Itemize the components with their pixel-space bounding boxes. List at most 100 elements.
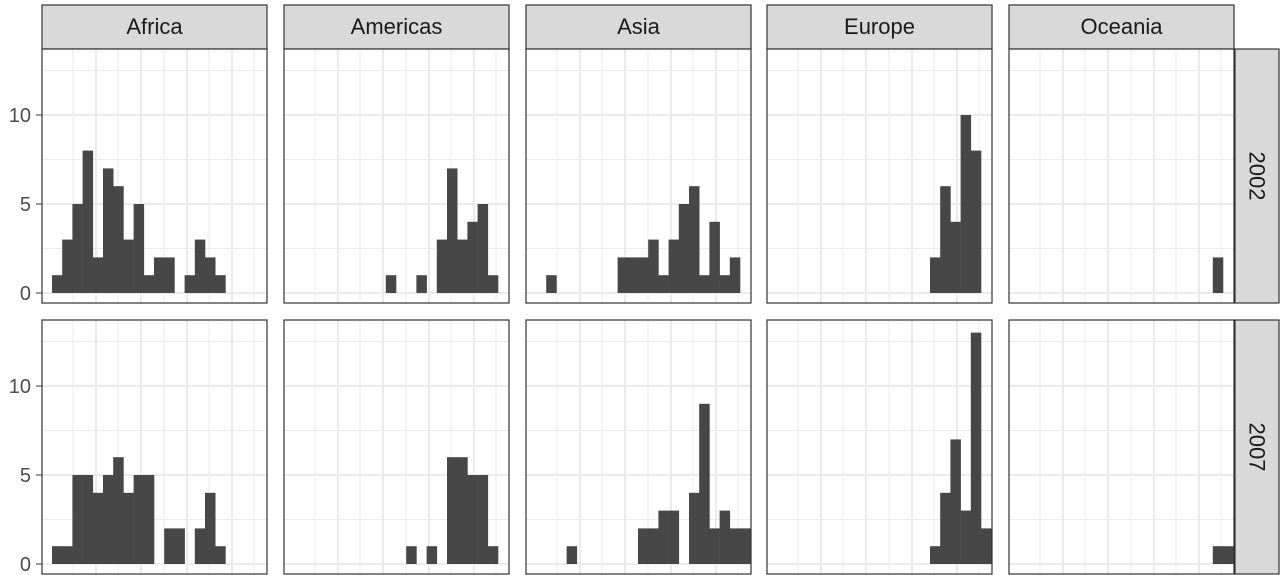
- facet-strip-bg: [1234, 48, 1280, 304]
- histogram-bar: [709, 221, 720, 293]
- panel-africa-2002: [41, 48, 268, 304]
- panel-border: [525, 48, 752, 304]
- histogram-bar: [467, 475, 478, 564]
- panel-border: [41, 48, 268, 304]
- facet-strip-europe: Europe: [766, 4, 993, 50]
- histogram-bar: [960, 510, 972, 564]
- histogram-bar: [981, 528, 992, 564]
- histogram-bar: [678, 204, 690, 293]
- histogram-bar: [487, 275, 499, 293]
- panel-asia-2007: [525, 319, 752, 575]
- panel-border: [525, 319, 752, 575]
- facet-strip-americas: Americas: [283, 4, 510, 50]
- facet-strip-label: 2002: [1245, 152, 1270, 201]
- histogram-bar: [72, 204, 83, 293]
- facet-strip-bg: [766, 4, 993, 50]
- facet-strip-label: Oceania: [1081, 14, 1164, 39]
- panel-gridlines: [767, 49, 992, 303]
- histogram-bar: [960, 115, 972, 293]
- histogram-bar: [740, 528, 751, 564]
- facet-strip-label: Asia: [617, 14, 661, 39]
- y-tick-label: 5: [20, 194, 31, 216]
- y-tick-label: 10: [9, 105, 31, 127]
- histogram-bar: [699, 403, 710, 564]
- histogram-bar: [689, 492, 700, 564]
- histogram-bar: [566, 546, 578, 564]
- histogram-bar: [1212, 546, 1224, 564]
- histogram-bar: [930, 257, 941, 293]
- panel-background: [1009, 49, 1234, 303]
- histogram-bar: [950, 221, 961, 293]
- histogram-bar: [123, 239, 134, 293]
- histogram-bar: [154, 257, 165, 293]
- panel-border: [766, 48, 993, 304]
- histogram-bar: [689, 186, 700, 293]
- panel-border: [283, 319, 510, 575]
- histogram-bar: [143, 475, 155, 564]
- histogram-bar: [143, 275, 155, 293]
- histogram-bar: [426, 546, 438, 564]
- histogram-bar: [194, 528, 206, 564]
- histogram-bar: [62, 239, 73, 293]
- histogram-bar: [184, 275, 196, 293]
- histogram-bar: [668, 239, 680, 293]
- panel-americas-2002: [283, 48, 510, 304]
- histogram-bar: [1223, 546, 1234, 564]
- histogram-bar: [72, 475, 83, 564]
- panel-europe-2007: [766, 319, 993, 575]
- histogram-bar: [719, 275, 731, 293]
- histogram-bar: [638, 528, 649, 564]
- histogram-bar: [970, 332, 982, 564]
- histogram-bar: [215, 275, 226, 293]
- panel-asia-2002: [525, 48, 752, 304]
- histogram-bar: [658, 510, 669, 564]
- histogram-bar: [638, 257, 649, 293]
- panel-gridlines: [1009, 320, 1234, 574]
- histogram-bar: [1212, 257, 1224, 293]
- facet-strip-bg: [1234, 319, 1280, 575]
- panel-background: [1009, 320, 1234, 574]
- histogram-bar: [103, 168, 114, 293]
- panel-border: [766, 319, 993, 575]
- panel-americas-2007: [283, 319, 510, 575]
- histogram-bar: [699, 275, 710, 293]
- y-tick-label: 0: [20, 554, 31, 575]
- histogram-bar: [546, 275, 557, 293]
- panel-gridlines: [1009, 49, 1234, 303]
- histogram-bar: [205, 492, 216, 564]
- facet-strip-2002: 2002: [1234, 48, 1280, 304]
- panel-oceania-2007: [1008, 319, 1235, 575]
- histogram-bar: [729, 528, 741, 564]
- histogram-bar: [82, 150, 94, 293]
- histogram-bar: [729, 257, 741, 293]
- histogram-bar: [940, 492, 951, 564]
- histogram-bar: [627, 257, 639, 293]
- histogram-bar: [52, 275, 63, 293]
- facet-strip-2007: 2007: [1234, 319, 1280, 575]
- histogram-bar: [205, 257, 216, 293]
- histogram-bar: [385, 275, 397, 293]
- histogram-bar: [436, 239, 448, 293]
- histogram-bar: [617, 257, 629, 293]
- facet-strip-asia: Asia: [525, 4, 752, 50]
- histogram-bar: [416, 275, 427, 293]
- facet-strip-label: Americas: [351, 14, 443, 39]
- histogram-bar: [970, 150, 982, 293]
- histogram-bar: [215, 546, 226, 564]
- histogram-bar: [103, 475, 114, 564]
- histogram-bar: [668, 510, 680, 564]
- panel-africa-2007: [41, 319, 268, 575]
- histogram-bar: [709, 528, 720, 564]
- panel-border: [1008, 319, 1235, 575]
- histogram-bar: [164, 257, 175, 293]
- histogram-bar: [113, 186, 124, 293]
- histogram-bar: [123, 492, 134, 564]
- panel-europe-2002: [766, 48, 993, 304]
- histogram-bar: [457, 239, 468, 293]
- histogram-bar: [477, 204, 489, 293]
- histogram-bar: [62, 546, 73, 564]
- histogram-bar: [447, 168, 458, 293]
- histogram-bar: [658, 275, 669, 293]
- histogram-bar: [174, 528, 185, 564]
